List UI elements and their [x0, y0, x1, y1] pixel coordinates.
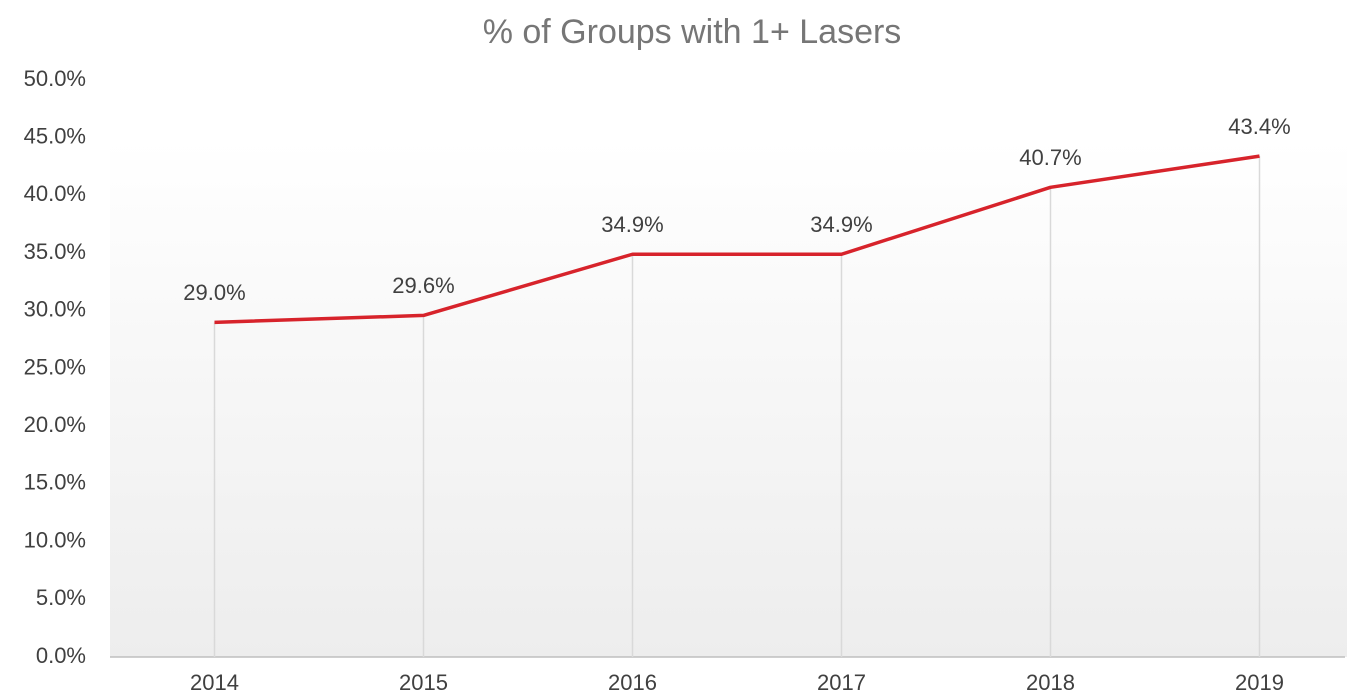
y-tick-label: 15.0%: [24, 470, 86, 495]
x-tick-label: 2019: [1235, 670, 1284, 695]
y-tick-label: 5.0%: [36, 585, 86, 610]
data-label: 40.7%: [1019, 145, 1081, 170]
data-label: 34.9%: [810, 212, 872, 237]
data-line: [214, 154, 1260, 325]
data-label: 34.9%: [601, 212, 663, 237]
data-label: 29.6%: [392, 273, 454, 298]
chart-title: % of Groups with 1+ Lasers: [483, 13, 902, 51]
y-tick-label: 25.0%: [24, 354, 86, 379]
x-tick-label: 2015: [399, 670, 448, 695]
y-tick-label: 0.0%: [36, 643, 86, 668]
x-tick-label: 2017: [817, 670, 866, 695]
plot-background: [110, 140, 1347, 657]
y-tick-label: 50.0%: [24, 66, 86, 91]
data-label: 43.4%: [1228, 114, 1290, 139]
x-tick-label: 2014: [190, 670, 239, 695]
x-tick-label: 2016: [608, 670, 657, 695]
data-label: 29.0%: [183, 280, 245, 305]
y-tick-label: 40.0%: [24, 181, 86, 206]
y-tick-label: 35.0%: [24, 239, 86, 264]
y-tick-label: 45.0%: [24, 124, 86, 149]
y-tick-label: 30.0%: [24, 297, 86, 322]
x-tick-label: 2018: [1026, 670, 1075, 695]
y-tick-label: 20.0%: [24, 412, 86, 437]
y-tick-label: 10.0%: [24, 527, 86, 552]
